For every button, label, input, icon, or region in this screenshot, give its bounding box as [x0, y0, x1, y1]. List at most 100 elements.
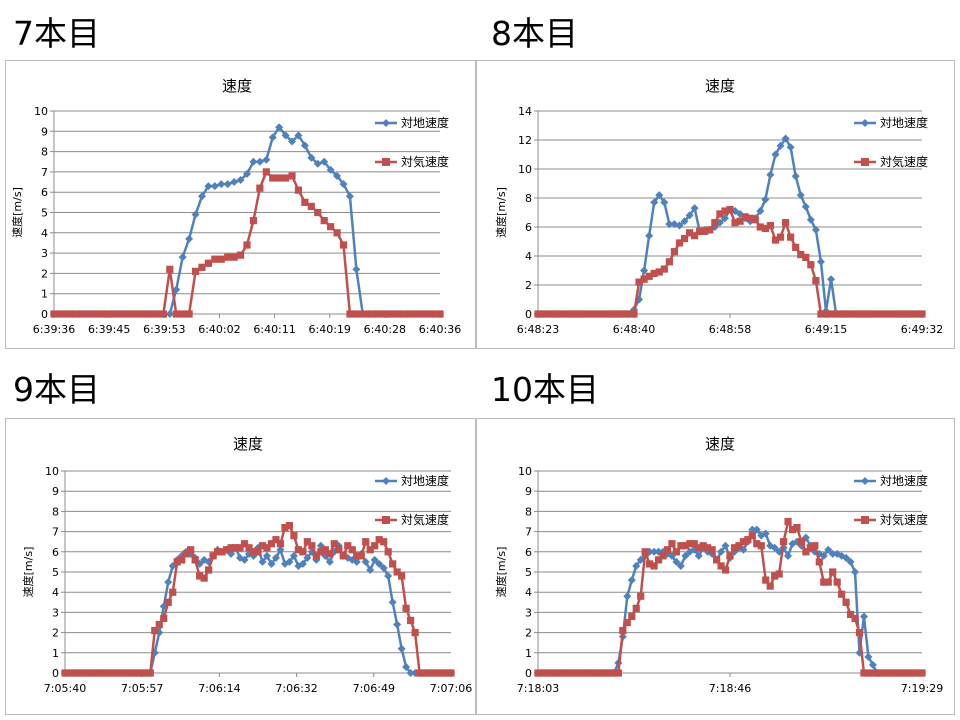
data-point-air-speed: [918, 310, 926, 318]
data-point-ground-speed: [715, 218, 724, 227]
data-point-air-speed: [134, 310, 142, 318]
data-point-ground-speed: [217, 180, 226, 189]
data-point-ground-speed: [667, 551, 676, 560]
chart-panel-1: 速度 0 1 2 3 4 5 6 7 8 9 10 6:39:36 6:39:45 6:39:53 6:40:…: [5, 60, 476, 349]
legend-marker: [382, 158, 390, 166]
data-point-ground-speed: [786, 143, 795, 152]
data-point-air-speed: [375, 536, 383, 544]
data-point-air-speed: [878, 669, 886, 677]
y-tick-label: 1: [41, 288, 48, 301]
data-point-air-speed: [187, 546, 195, 554]
data-point-air-speed: [205, 566, 213, 574]
data-point-air-speed: [882, 669, 890, 677]
data-point-air-speed: [579, 669, 587, 677]
data-point-air-speed: [224, 253, 232, 261]
data-point-air-speed: [69, 310, 77, 318]
y-tick-label: 9: [52, 485, 59, 498]
data-point-air-speed: [784, 517, 792, 526]
data-point-air-speed: [802, 548, 810, 556]
data-point-air-speed: [547, 669, 555, 677]
data-point-air-speed: [757, 542, 765, 550]
x-tick-label: 7:06:14: [198, 682, 240, 695]
x-tick-label: 6:39:53: [143, 323, 185, 336]
data-point-air-speed: [564, 310, 572, 318]
data-point-air-speed: [151, 626, 159, 635]
data-point-air-speed: [56, 310, 65, 318]
data-point-air-speed: [584, 310, 593, 318]
data-point-ground-speed: [761, 529, 770, 538]
data-point-air-speed: [110, 669, 118, 677]
x-tick-label: 6:39:36: [33, 323, 75, 336]
data-point-air-speed: [61, 669, 69, 677]
data-point-air-speed: [552, 669, 560, 677]
data-point-air-speed: [695, 544, 703, 552]
data-point-air-speed: [402, 604, 410, 612]
data-point-air-speed: [185, 310, 193, 318]
data-point-air-speed: [127, 310, 135, 318]
data-point-air-speed: [92, 669, 101, 677]
chart-heading-3: 9本目: [13, 370, 100, 409]
data-point-air-speed: [898, 310, 906, 318]
data-point-air-speed: [570, 669, 578, 677]
data-point-air-speed: [717, 562, 725, 570]
y-axis-label: 速度[m/s]: [494, 187, 508, 238]
data-point-ground-speed: [632, 561, 641, 570]
y-tick-label: 6: [525, 546, 532, 559]
data-point-air-speed: [589, 310, 598, 318]
data-point-air-speed: [254, 548, 262, 556]
data-point-ground-speed: [172, 285, 181, 294]
data-point-ground-speed: [694, 551, 703, 560]
data-point-air-speed: [101, 669, 109, 677]
x-tick-label: 6:40:36: [419, 323, 461, 336]
data-point-ground-speed: [842, 553, 851, 562]
data-point-air-speed: [245, 544, 253, 552]
data-point-air-speed: [97, 669, 105, 677]
x-tick-label: 7:18:03: [517, 682, 559, 695]
chart-title: 速度: [705, 77, 735, 95]
chart-title: 速度: [705, 435, 735, 453]
data-point-air-speed: [166, 265, 174, 273]
data-point-air-speed: [873, 669, 881, 677]
speed-chart-3: 速度 0 1 2 3 4 5 6 7 8 9 10 7:05:40 7:05:57 7:06:14 7:06:…: [21, 435, 472, 695]
data-point-air-speed: [299, 548, 307, 556]
data-point-air-speed: [389, 560, 397, 568]
data-point-air-speed: [802, 253, 810, 262]
data-point-air-speed: [344, 542, 352, 550]
data-point-ground-speed: [303, 553, 312, 562]
chart-heading-4: 10本目: [491, 370, 599, 409]
data-point-air-speed: [797, 538, 806, 546]
data-point-air-speed: [630, 310, 638, 318]
x-tick-label: 6:48:58: [709, 323, 751, 336]
speed-chart-2: 速度 0 2 4 6 8 10 12 14 6:48:23 6:48:40 6:48:58 6:49:1…: [494, 77, 943, 336]
data-point-air-speed: [883, 310, 891, 318]
data-point-air-speed: [842, 310, 850, 318]
data-point-air-speed: [294, 546, 302, 554]
data-point-air-speed: [359, 310, 367, 318]
y-tick-label: 9: [525, 485, 532, 498]
data-point-ground-speed: [675, 221, 684, 230]
data-point-air-speed: [726, 206, 734, 214]
data-point-ground-speed: [397, 644, 406, 653]
y-tick-label: 5: [525, 566, 532, 579]
data-point-air-speed: [393, 568, 401, 576]
data-point-air-speed: [276, 540, 285, 548]
x-tick-label: 7:18:46: [709, 682, 751, 695]
data-point-air-speed: [735, 542, 743, 550]
data-point-air-speed: [108, 310, 116, 318]
data-point-ground-speed: [859, 612, 868, 621]
data-point-ground-speed: [640, 266, 649, 275]
data-point-air-speed: [877, 310, 886, 318]
y-tick-label: 8: [52, 505, 59, 518]
data-point-air-speed: [256, 184, 264, 192]
data-point-air-speed: [739, 538, 747, 546]
data-point-air-speed: [587, 669, 596, 677]
data-point-ground-speed: [262, 551, 271, 560]
data-point-ground-speed: [801, 202, 810, 211]
data-point-air-speed: [371, 542, 379, 550]
x-tick-label: 6:49:32: [901, 323, 943, 336]
data-point-ground-speed: [676, 561, 685, 570]
data-point-ground-speed: [757, 531, 766, 540]
data-point-air-speed: [549, 310, 557, 318]
data-point-air-speed: [50, 310, 58, 318]
data-point-air-speed: [339, 552, 347, 560]
